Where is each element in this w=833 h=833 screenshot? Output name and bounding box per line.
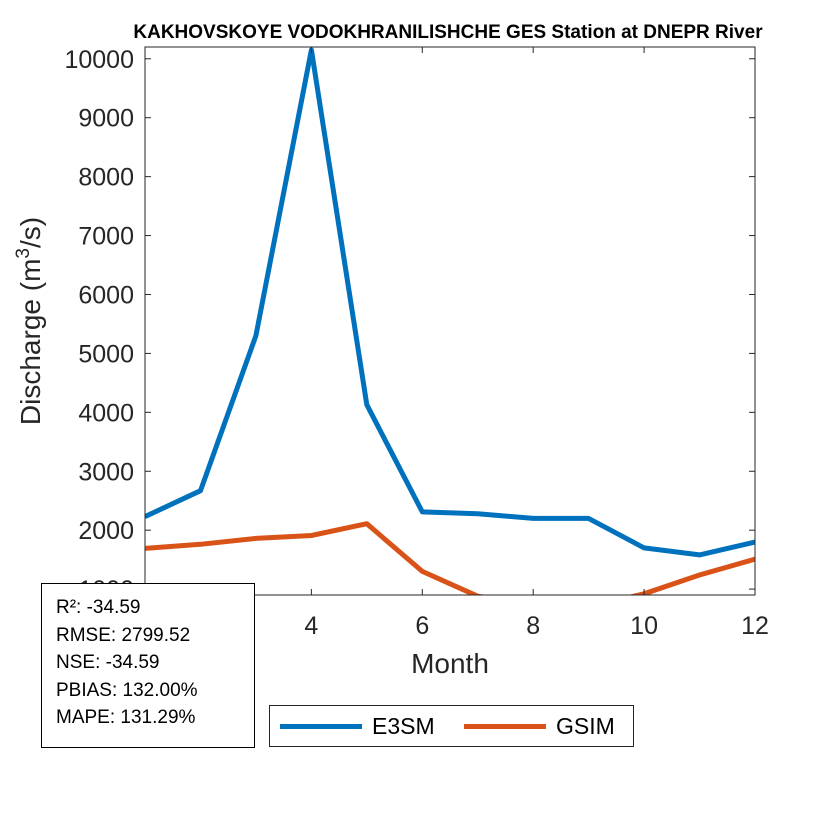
stat-r2: R²: -34.59 [56, 597, 141, 618]
y-tick-label: 5000 [78, 340, 134, 368]
x-tick-label: 12 [741, 612, 769, 640]
x-tick-label: 8 [526, 612, 540, 640]
y-tick-label: 3000 [78, 458, 134, 486]
axes-frame [144, 46, 756, 596]
legend-item-gsim: GSIM [464, 706, 615, 746]
x-tick-label: 10 [630, 612, 658, 640]
stat-pbias: PBIAS: 132.00% [56, 679, 198, 701]
plot-area [145, 47, 755, 595]
legend: E3SM GSIM [269, 705, 634, 747]
x-axis-label: Month [411, 648, 489, 679]
x-axis: 4 6 8 10 12 [304, 47, 769, 640]
y-axis-label: Discharge (m3/s) [13, 217, 46, 425]
legend-swatch-e3sm [280, 723, 362, 729]
legend-item-e3sm: E3SM [280, 706, 435, 746]
stat-rmse: RMSE: 2799.52 [56, 624, 191, 646]
x-tick-label: 6 [415, 612, 429, 640]
y-tick-label: 8000 [78, 164, 134, 192]
axes-box [144, 46, 756, 596]
y-axis-label-main: Discharge (m [15, 259, 46, 425]
x-tick-label: 4 [304, 612, 318, 640]
series-line-gsim [145, 521, 755, 595]
stat-nse: NSE: -34.59 [56, 652, 160, 673]
y-tick-label: 7000 [78, 223, 134, 251]
y-tick-label: 9000 [78, 105, 134, 133]
y-tick-label: 4000 [78, 399, 134, 427]
y-axis-label-tail: /s) [15, 217, 46, 248]
stat-mape: MAPE: 131.29% [56, 707, 196, 728]
y-tick-label: 10000 [64, 46, 134, 74]
y-tick-label: 6000 [78, 281, 134, 309]
series-layer [145, 47, 755, 595]
y-tick-label: 2000 [78, 517, 134, 545]
chart-title: KAKHOVSKOYE VODOKHRANILISHCHE GES Statio… [133, 22, 763, 43]
plot-background [145, 47, 755, 595]
legend-label-gsim: GSIM [556, 712, 615, 739]
stats-box: R²: -34.59 RMSE: 2799.52 NSE: -34.59 PBI… [41, 583, 255, 748]
legend-label-e3sm: E3SM [372, 712, 435, 739]
y-axis-label-superscript: 3 [13, 248, 34, 259]
series-line-e3sm [145, 47, 755, 558]
legend-swatch-gsim [464, 723, 546, 729]
